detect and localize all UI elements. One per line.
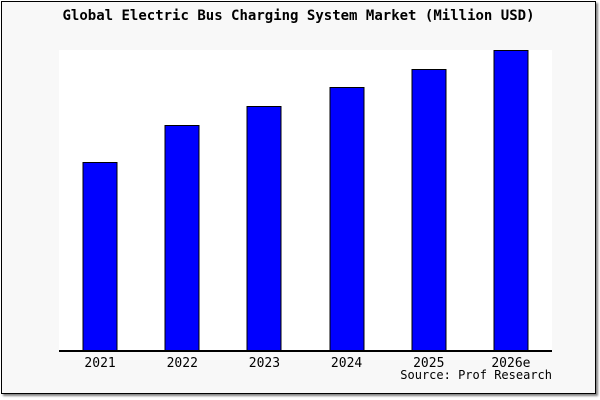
chart-frame: Global Electric Bus Charging System Mark… bbox=[1, 1, 596, 394]
x-axis-labels: 2021 2022 2023 2024 2025 2026e bbox=[59, 356, 552, 372]
bar-2021 bbox=[82, 162, 118, 350]
x-tick-label-2025: 2025 bbox=[413, 356, 445, 371]
bar-2026e bbox=[493, 50, 529, 350]
plot-area bbox=[59, 50, 552, 350]
x-tick-label-2024: 2024 bbox=[330, 356, 363, 371]
x-tick-label-2023: 2023 bbox=[248, 356, 281, 371]
x-tick-label-2021: 2021 bbox=[84, 356, 116, 371]
bar-2022 bbox=[164, 125, 200, 350]
bar-2024 bbox=[329, 87, 365, 350]
source-credit: Source: Prof Research bbox=[400, 368, 552, 382]
chart-title: Global Electric Bus Charging System Mark… bbox=[62, 8, 535, 24]
x-axis-line bbox=[59, 350, 552, 352]
x-tick-label-2026e: 2026e bbox=[491, 356, 531, 371]
x-tick-label-2022: 2022 bbox=[166, 356, 198, 371]
bar-2023 bbox=[246, 106, 282, 350]
bar-2025 bbox=[411, 69, 447, 350]
